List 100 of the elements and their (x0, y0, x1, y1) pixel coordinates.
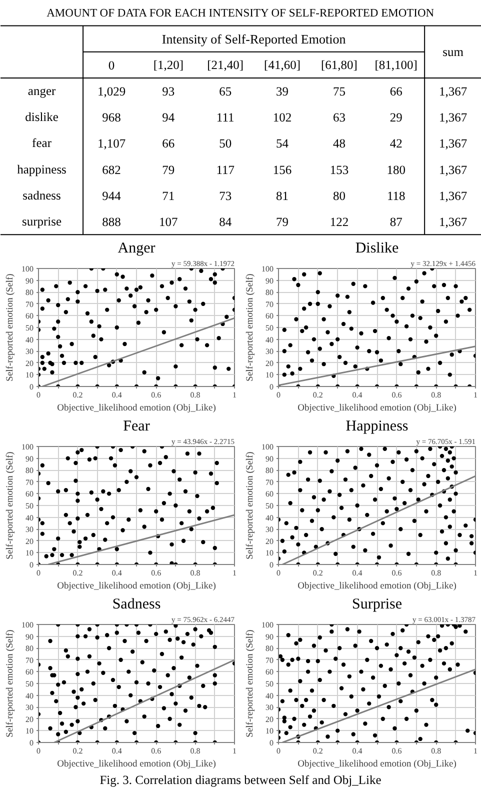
x-axis-title: Objective_likelihood emotion (Obj_Like) (57, 760, 216, 770)
data-label: 66 (162, 136, 175, 151)
y-tick-label: 40 (266, 335, 274, 344)
data-label: 153 (330, 162, 349, 177)
x-tick-label: 0.4 (112, 746, 122, 756)
y-tick-label: 80 (26, 288, 34, 298)
y-tick-label: 80 (26, 466, 34, 476)
x-tick-label: [61,80] (320, 58, 358, 72)
data-label: 118 (386, 188, 406, 203)
x-tick-label: 0 (276, 746, 280, 756)
y-tick-label: 50 (26, 502, 34, 510)
chart-title: Dislike (355, 240, 400, 256)
y-tick-label: 60 (266, 490, 274, 499)
data-label: 117 (216, 162, 234, 177)
y-tick-label: 80 (266, 288, 274, 298)
x-tick-label: 0 (276, 568, 280, 578)
y-tick-label: 100 (262, 442, 274, 452)
x-tick-label: 0.8 (431, 390, 442, 400)
y-tick-label: 50 (266, 502, 274, 510)
y-tick-label: anger (28, 84, 56, 98)
y-tick-label: 100 (22, 620, 34, 630)
x-tick-label: 0.8 (190, 390, 200, 400)
y-tick-label: 100 (22, 264, 34, 274)
data-label: 87 (390, 215, 402, 230)
data-label: 80 (332, 188, 346, 203)
y-tick-label: 0 (30, 382, 34, 392)
y-tick-label: 60 (266, 312, 274, 321)
x-tick-label: 0 (108, 58, 115, 72)
data-label: 1,367 (438, 215, 468, 230)
y-tick-label: 90 (26, 276, 34, 286)
caption: Fig. 3. Correlation diagrams between Self and Obj_Like (98, 772, 382, 789)
x-tick-label: 0.4 (112, 568, 122, 578)
data-label: 73 (219, 188, 232, 203)
y-tick-label: 70 (266, 478, 274, 487)
data-label: 682 (102, 162, 121, 177)
y-tick-label: 30 (266, 703, 274, 712)
y-tick-label: 10 (26, 548, 34, 558)
y-tick-label: 100 (262, 620, 274, 630)
x-tick-label: 0 (276, 390, 280, 400)
data-label: 1,367 (438, 188, 468, 203)
y-axis-title: Self-reported emotion (Self) (6, 452, 16, 560)
y-tick-label: 40 (26, 335, 34, 344)
y-tick-label: 20 (266, 714, 274, 724)
y-tick-label: 10 (266, 370, 274, 380)
y-tick-label: 50 (266, 324, 274, 332)
y-axis-title: Self-reported emotion (Self) (246, 274, 256, 382)
y-axis-title: Self-reported emotion (Self) (246, 630, 256, 738)
y-tick-label: 40 (26, 691, 34, 700)
x-axis-title: Objective_likelihood emotion (Obj_Like) (298, 582, 456, 592)
data-label: 79 (276, 215, 289, 230)
data-label: 65 (219, 84, 232, 99)
y-tick-label: 40 (266, 513, 274, 522)
data-label: 54 (276, 136, 290, 151)
x-tick-label: [41,60] (264, 58, 300, 72)
x-axis-title: Objective_likelihood emotion (Obj_Like) (298, 760, 456, 770)
y-tick-label: happiness (17, 162, 67, 176)
y-tick-label: sadness (22, 188, 61, 202)
x-tick-label: 1 (232, 746, 236, 756)
y-tick-label: 70 (266, 656, 274, 665)
y-tick-label: 80 (26, 644, 34, 654)
x-tick-label: 0.8 (190, 746, 200, 756)
x-tick-label: 0.2 (72, 568, 83, 578)
y-tick-label: 100 (262, 264, 274, 274)
x-tick-label: 0.8 (190, 568, 200, 578)
y-tick-label: 30 (266, 347, 274, 356)
data-label: 1,367 (438, 162, 468, 177)
y-tick-label: 60 (26, 312, 34, 321)
y-tick-label: 70 (26, 478, 34, 487)
x-tick-label: 0.4 (352, 568, 362, 578)
y-tick-label: 30 (26, 525, 34, 534)
x-tick-label: 0.6 (392, 390, 402, 400)
x-tick-label: 0.6 (392, 568, 402, 578)
x-tick-label: 0.6 (392, 746, 402, 756)
x-axis-title: Intensity of Self-Reported Emotion (162, 31, 346, 46)
data-label: 79 (162, 162, 175, 177)
x-axis-title: Objective_likelihood emotion (Obj_Like) (57, 404, 216, 414)
y-tick-label: 0 (270, 382, 274, 392)
y-tick-label: 50 (26, 680, 34, 688)
y-tick-label: 20 (26, 714, 34, 724)
x-tick-label: [21,40] (207, 58, 244, 72)
y-tick-label: 70 (26, 656, 34, 665)
y-tick-label: 20 (266, 358, 274, 368)
data-label: 93 (162, 84, 175, 99)
y-tick-label: 60 (26, 668, 34, 677)
data-label: 1,367 (438, 110, 468, 125)
data-label: 29 (390, 110, 402, 125)
y-tick-label: 80 (266, 644, 274, 654)
chart-title: Anger (118, 240, 156, 256)
data-label: 39 (276, 84, 289, 99)
data-label: 122 (330, 215, 349, 230)
data-label: 1,107 (97, 136, 126, 151)
x-tick-label: 0.6 (151, 746, 162, 756)
chart-title: Happiness (346, 418, 408, 434)
y-tick-label: 20 (26, 536, 34, 546)
y-tick-label: 20 (266, 536, 274, 546)
y-axis-title: Self-reported emotion (Self) (6, 630, 16, 738)
y-tick-label: 100 (22, 442, 34, 452)
y-tick-label: 10 (26, 370, 34, 380)
x-tick-label: 1 (474, 746, 478, 756)
data-label: 111 (216, 110, 234, 125)
